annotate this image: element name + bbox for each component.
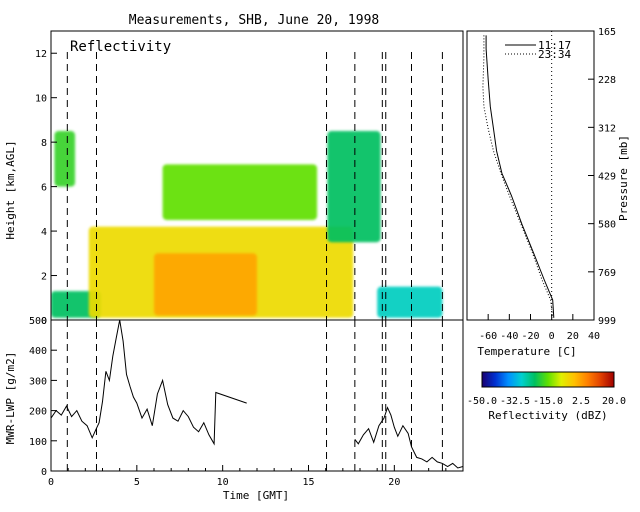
echo-region	[377, 286, 443, 318]
lwp-y-tick-label: 400	[29, 346, 47, 357]
lwp-y-tick-label: 0	[41, 467, 47, 478]
colorbar: -50.0 -32.5 -15.0 2.5 20.0 Reflectivity (dBZ…	[467, 371, 626, 422]
reflectivity-echoes	[51, 131, 443, 318]
lwp-y-ticks: 0 100 200 300 400 500	[29, 316, 57, 478]
pressure-tick-label: 999	[598, 316, 616, 327]
figure-title: Measurements, SHB, June 20, 1998	[129, 13, 379, 28]
lwp-x-tick-label: 20	[388, 477, 400, 488]
lwp-panel: 0 100 200 300 400 500 0 5 10 15 20 MWR-LWP [g/m2]…	[4, 316, 464, 502]
temperature-tick-label: -20	[521, 331, 539, 342]
pressure-tick-label: 580	[598, 220, 616, 231]
colorbar-ramp	[481, 371, 615, 388]
temperature-tick-label: 40	[588, 331, 600, 342]
temperature-tick-label: 0	[549, 331, 555, 342]
reflectivity-y-tick-label: 8	[41, 138, 47, 149]
lwp-x-tick-label: 15	[302, 477, 314, 488]
lwp-frame	[50, 319, 464, 472]
reflectivity-y-tick-label: 4	[41, 227, 47, 238]
lwp-x-ticks: 0 5 10 15 20	[48, 465, 447, 488]
pressure-tick-label: 165	[598, 27, 616, 38]
temperature-series-line	[485, 35, 555, 318]
lwp-y-tick-label: 100	[29, 437, 47, 448]
colorbar-tick-label: -32.5	[500, 396, 530, 407]
echo-region	[51, 291, 101, 318]
lwp-series-line	[354, 406, 463, 469]
reflectivity-y-tick-label: 6	[41, 183, 47, 194]
lwp-y-tick-label: 500	[29, 316, 47, 327]
lwp-y-tick-label: 200	[29, 407, 47, 418]
lwp-xlabel: Time [GMT]	[223, 489, 289, 502]
temperature-xlabel: Temperature [C]	[477, 345, 576, 358]
echo-region	[154, 253, 257, 316]
lwp-series	[51, 320, 463, 469]
temperature-tick-label: 20	[567, 331, 579, 342]
pressure-tick-label: 228	[598, 75, 616, 86]
reflectivity-y-tick-label: 12	[35, 49, 47, 60]
pressure-tick-label: 312	[598, 123, 616, 134]
colorbar-ticks: -50.0 -32.5 -15.0 2.5 20.0	[467, 396, 626, 407]
lwp-ylabel: MWR-LWP [g/m2]	[4, 352, 17, 445]
colorbar-tick-label: 20.0	[602, 396, 626, 407]
reflectivity-panel: 0 2 4 6 8 10 12 Reflectivity Height [km,AGL]	[4, 30, 464, 327]
colorbar-tick-label: -15.0	[533, 396, 563, 407]
temperature-tick-label: -60	[479, 331, 497, 342]
colorbar-tick-label: 2.5	[572, 396, 590, 407]
lwp-y-tick-label: 300	[29, 376, 47, 387]
temperature-panel: 165 228 312 429 580 769 999 -60 -40 -20 0 20 40 11:…	[466, 27, 630, 358]
echo-region	[327, 131, 381, 243]
reflectivity-annotation: Reflectivity	[70, 39, 171, 55]
pressure-tick-label: 769	[598, 268, 616, 279]
temperature-frame	[466, 30, 595, 321]
temperature-ticks: -60 -40 -20 0 20 40	[479, 314, 600, 342]
pressure-ylabel: Pressure [mb]	[617, 135, 630, 221]
echo-region	[54, 131, 76, 187]
echo-region	[162, 164, 318, 220]
reflectivity-y-tick-label: 0	[41, 316, 47, 327]
colorbar-tick-label: -50.0	[467, 396, 497, 407]
reflectivity-y-ticks: 0 2 4 6 8 10 12	[35, 49, 57, 327]
legend-label: 11:17	[538, 39, 571, 52]
reflectivity-y-tick-label: 10	[35, 94, 47, 105]
pressure-ticks: 165 228 312 429 580 769 999	[588, 27, 616, 327]
lwp-x-tick-label: 0	[48, 477, 54, 488]
temperature-series	[482, 35, 555, 318]
reflectivity-y-tick-label: 2	[41, 272, 47, 283]
colorbar-label: Reflectivity (dBZ)	[488, 409, 607, 422]
lwp-x-tick-label: 10	[217, 477, 229, 488]
lwp-x-tick-label: 5	[134, 477, 140, 488]
reflectivity-ylabel: Height [km,AGL]	[4, 140, 17, 239]
legend-label: 23:34	[538, 48, 571, 61]
pressure-tick-label: 429	[598, 172, 616, 183]
temperature-series-line	[482, 35, 554, 318]
lwp-series-line	[51, 320, 247, 446]
reflectivity-time-markers	[66, 52, 443, 320]
temperature-tick-label: -40	[500, 331, 518, 342]
